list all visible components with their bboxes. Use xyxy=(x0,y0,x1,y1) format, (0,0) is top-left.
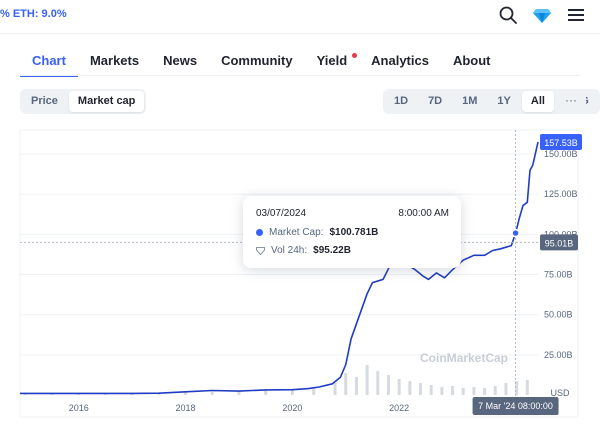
crosshair-value-badge xyxy=(540,234,578,251)
volume-bar xyxy=(23,394,27,395)
volume-bar xyxy=(408,381,412,395)
volume-bar xyxy=(376,371,380,395)
range-1y-button[interactable]: 1Y xyxy=(497,95,511,107)
volume-bar xyxy=(483,388,487,395)
top-bar: % ETH: 9.0% xyxy=(0,0,600,34)
tab-about[interactable]: About xyxy=(441,46,503,76)
volume-bar xyxy=(210,392,214,395)
tooltip-volume-value: $95.22B xyxy=(313,245,351,256)
volume-bar xyxy=(386,375,390,395)
tooltip-market-cap-label: Market Cap: xyxy=(269,227,324,238)
volume-bar xyxy=(344,373,348,395)
tab-analytics[interactable]: Analytics xyxy=(359,46,441,76)
volume-bar xyxy=(290,389,294,395)
x-tick-label: 2018 xyxy=(176,403,196,413)
volume-bar xyxy=(333,383,337,395)
tooltip-date: 03/07/2024 xyxy=(256,208,307,219)
watermark-text: CoinMarketCap xyxy=(420,351,508,365)
tab-markets[interactable]: Markets xyxy=(78,46,151,76)
new-indicator-dot xyxy=(352,53,358,58)
y-tick-label: 50.00B xyxy=(544,310,573,320)
tooltip-volume-row: Vol 24h: $95.22B xyxy=(256,245,351,256)
volume-bar xyxy=(472,387,476,395)
tab-label: Analytics xyxy=(371,53,429,68)
volume-bar xyxy=(515,381,519,395)
volume-bar xyxy=(157,393,161,395)
x-tick-label: 2020 xyxy=(282,403,302,413)
tabs-divider xyxy=(20,75,580,76)
range-all-button[interactable]: All xyxy=(521,91,554,112)
volume-bar xyxy=(365,365,369,395)
top-icons xyxy=(498,5,586,25)
tab-label: Community xyxy=(221,53,293,68)
tab-chart[interactable]: Chart xyxy=(20,46,78,77)
y-tick-label: 100.00B xyxy=(544,229,578,239)
volume-bar xyxy=(419,383,423,395)
y-unit-label: USD xyxy=(550,388,570,398)
tooltip-volume-label: Vol 24h: xyxy=(271,245,308,256)
volume-bar xyxy=(184,392,188,395)
tooltip-time: 8:00:00 AM xyxy=(398,208,449,219)
tab-community[interactable]: Community xyxy=(209,46,305,76)
chart-tooltip: 03/07/2024 8:00:00 AM Market Cap: $100.7… xyxy=(243,196,461,268)
volume-bar xyxy=(461,388,465,395)
volume-bar xyxy=(237,391,241,395)
y-tick-label: 150.00B xyxy=(544,149,578,159)
y-tick-label: 125.00B xyxy=(544,189,578,199)
volume-bar xyxy=(451,386,455,395)
tab-label: News xyxy=(163,53,198,68)
current-value-badge xyxy=(540,133,582,150)
volume-bar xyxy=(504,383,508,395)
volume-bar xyxy=(77,394,81,395)
volume-bar xyxy=(429,385,433,395)
volume-bar xyxy=(397,379,401,395)
tab-yield[interactable]: Yield xyxy=(305,46,360,76)
crosshair-date-badge xyxy=(472,397,559,415)
crosshair-value-label: 95.01B xyxy=(545,238,574,248)
range-1m-button[interactable]: 1M xyxy=(462,95,478,107)
diamond-icon[interactable] xyxy=(532,5,552,25)
volume-bar xyxy=(354,377,358,395)
tab-label: Yield xyxy=(316,53,348,68)
market-cap-chart[interactable]: 25.00B 50.00B 75.00B 100.00B 125.00B 150.00B C… xyxy=(0,125,600,426)
range-1d-button[interactable]: 1D xyxy=(394,95,409,107)
dominance-ticker: % ETH: 9.0% xyxy=(0,8,67,20)
plot-frame xyxy=(19,129,579,418)
current-value-label: 157.53B xyxy=(544,138,578,148)
volume-bar xyxy=(493,386,497,395)
price-toggle-button[interactable]: Price xyxy=(31,95,58,107)
volume-shield-icon xyxy=(256,246,265,255)
range-7d-button[interactable]: 7D xyxy=(428,95,443,107)
y-tick-label: 25.00B xyxy=(544,350,573,360)
chart-type-toggle: Price Market cap xyxy=(20,89,147,114)
x-tick-label: 2016 xyxy=(69,403,89,413)
tab-label: About xyxy=(452,53,491,68)
series-dot-icon xyxy=(256,229,263,236)
crosshair-date-label: 7 Mar '24 08:00:00 xyxy=(478,401,553,411)
tab-label: Chart xyxy=(32,53,66,68)
volume-bar xyxy=(50,394,54,395)
hover-point xyxy=(511,228,520,238)
volume-bar xyxy=(312,387,316,395)
volume-bar xyxy=(103,394,107,395)
volume-bar xyxy=(264,390,268,395)
volume-bar xyxy=(525,380,529,395)
volume-bar xyxy=(440,387,444,395)
tab-news[interactable]: News xyxy=(151,46,209,76)
hamburger-menu-icon[interactable] xyxy=(566,5,586,25)
more-options-button[interactable]: ··· xyxy=(556,89,586,114)
tab-label: Markets xyxy=(89,53,140,68)
tooltip-market-cap-value: $100.781B xyxy=(329,227,379,238)
tooltip-market-cap-row: Market Cap: $100.781B xyxy=(256,227,378,238)
section-tabs: Chart Markets News Community Yield Analy… xyxy=(20,46,503,77)
x-tick-label: 2022 xyxy=(389,403,409,413)
search-icon[interactable] xyxy=(498,5,518,25)
market-cap-toggle-button[interactable]: Market cap xyxy=(68,91,145,112)
y-tick-label: 75.00B xyxy=(544,270,573,280)
